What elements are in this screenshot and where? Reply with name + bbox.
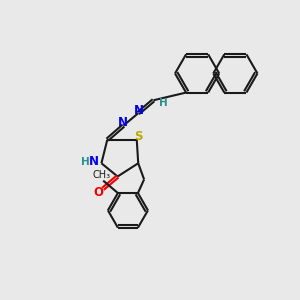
Text: CH₃: CH₃ [93, 170, 111, 180]
Text: N: N [118, 116, 128, 128]
Text: N: N [89, 155, 99, 168]
Text: H: H [81, 157, 90, 167]
Text: N: N [134, 104, 144, 117]
Text: O: O [94, 186, 103, 199]
Text: S: S [134, 130, 142, 143]
Text: H: H [159, 98, 167, 108]
